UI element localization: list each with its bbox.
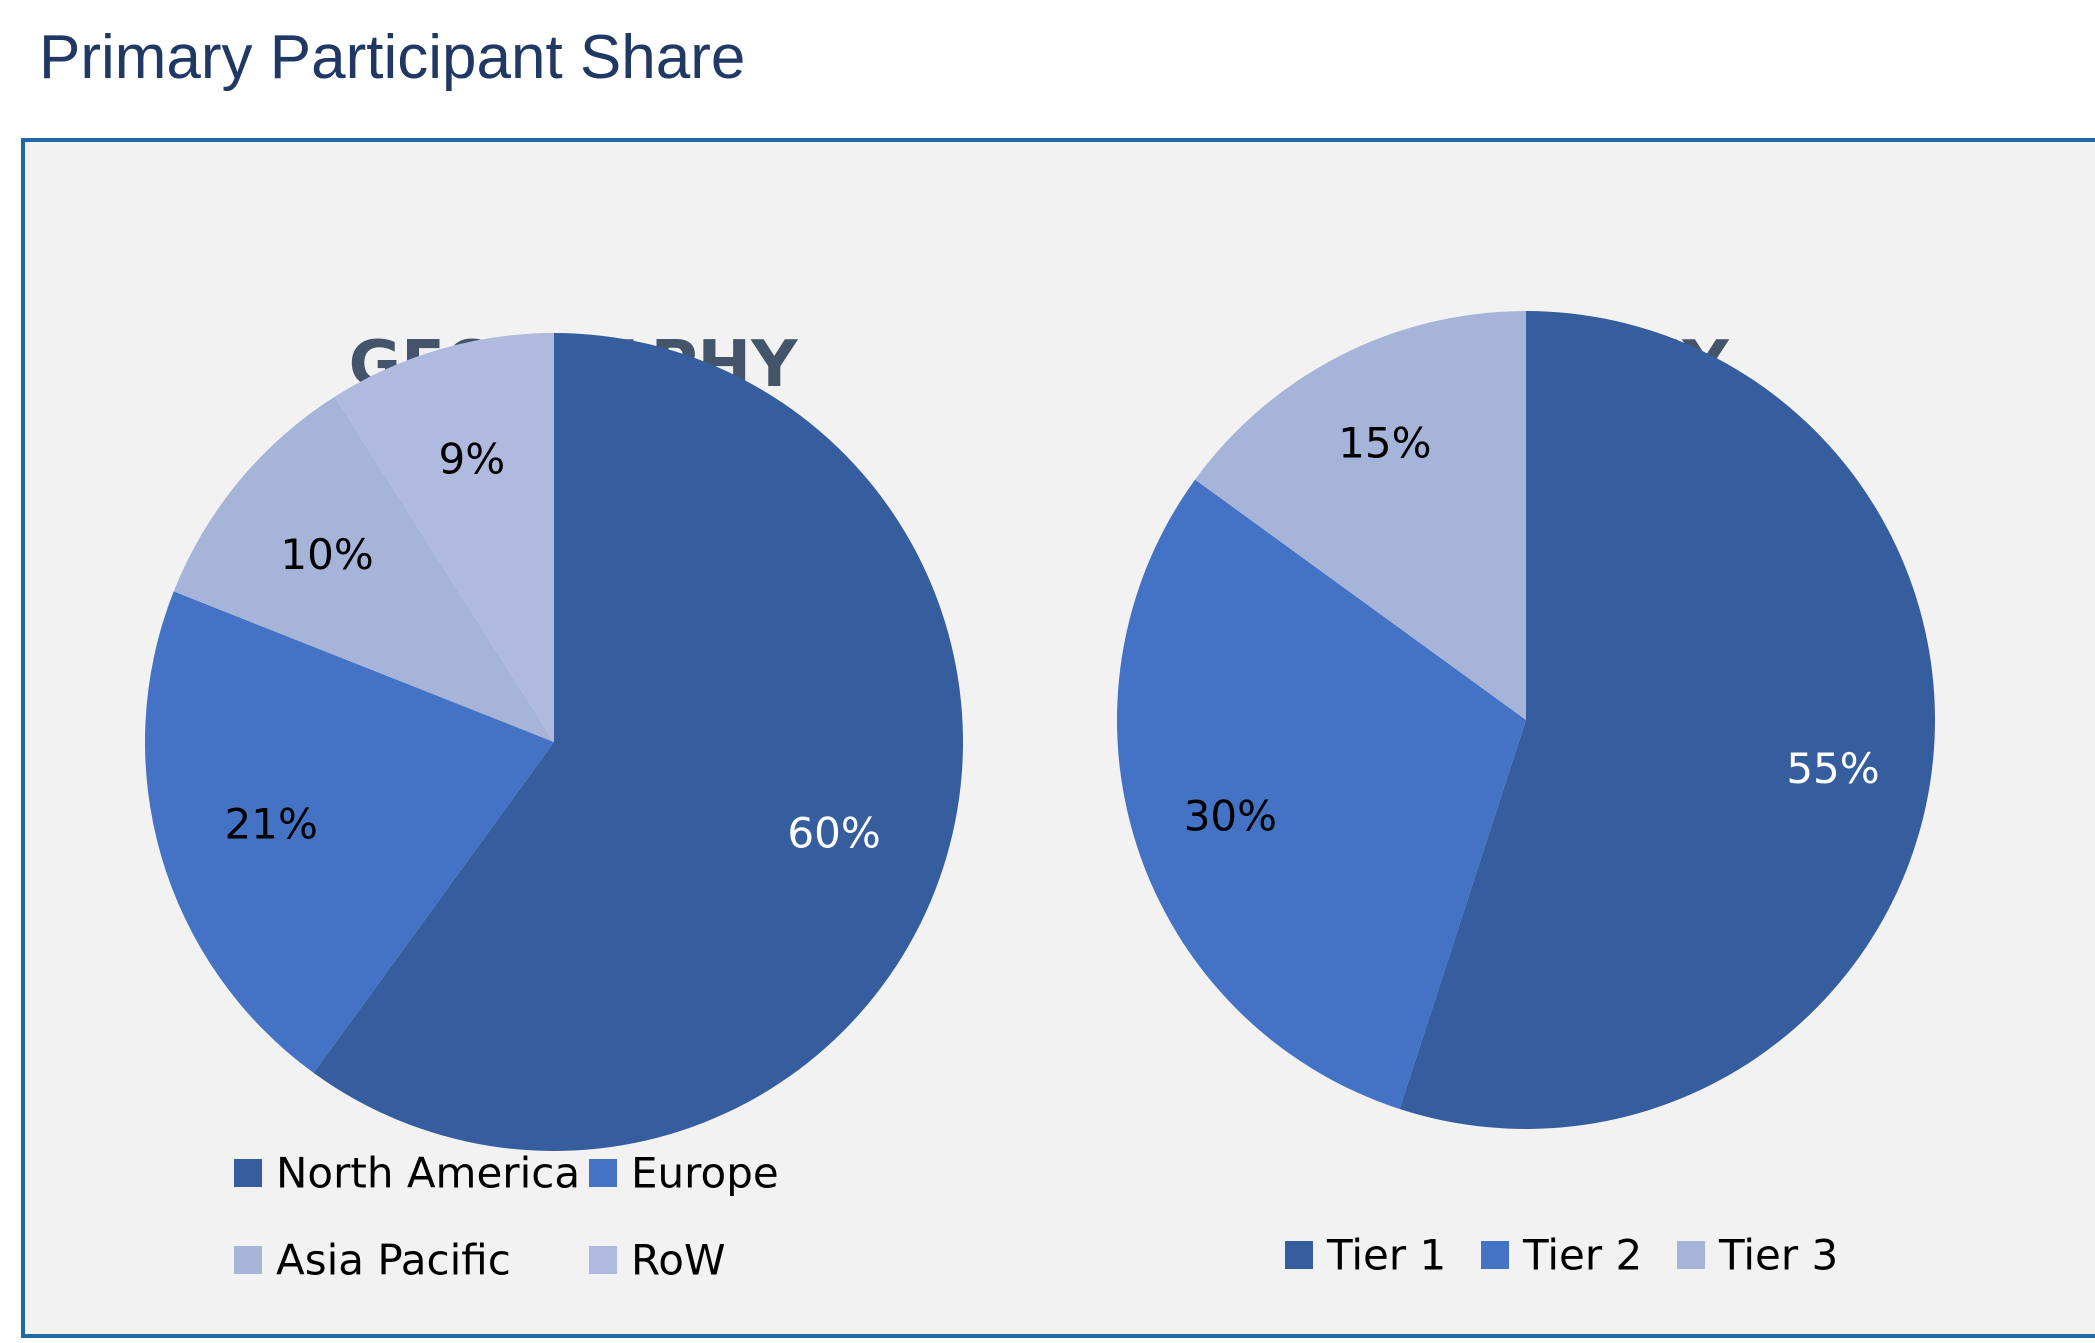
company-data-label-tier-1: 55%	[1786, 744, 1879, 793]
geography-legend-swatch-north-america	[234, 1159, 262, 1187]
geography-data-label-asia-pacific: 10%	[280, 530, 373, 579]
company-slice-tier-3	[1195, 311, 1526, 720]
company-legend-label-tier-1: Tier 1	[1326, 1231, 1446, 1280]
company-legend-swatch-tier-2	[1481, 1241, 1509, 1269]
geography-data-label-row: 9%	[439, 435, 506, 484]
company-legend-swatch-tier-3	[1677, 1241, 1705, 1269]
geography-slice-europe	[145, 591, 555, 1073]
geography-legend-swatch-europe	[589, 1159, 617, 1187]
page-title: Primary Participant Share	[39, 23, 746, 92]
company-slice-tier-1	[1399, 311, 1936, 1129]
charts-panel: GEOGRAPHY60%21%10%9%North AmericaEuropeA…	[21, 138, 2095, 1338]
company-legend-label-tier-2: Tier 2	[1522, 1231, 1642, 1280]
company-data-label-tier-3: 15%	[1338, 419, 1431, 468]
charts-svg: GEOGRAPHY60%21%10%9%North AmericaEuropeA…	[145, 311, 1936, 1285]
geography-data-label-europe: 21%	[225, 800, 318, 849]
geography-legend-label-asia-pacific: Asia Pacific	[276, 1236, 511, 1285]
geography-legend-swatch-row	[589, 1246, 617, 1274]
company-legend-label-tier-3: Tier 3	[1718, 1231, 1838, 1280]
geography-legend-swatch-asia-pacific	[234, 1246, 262, 1274]
geography-data-label-north-america: 60%	[787, 808, 880, 857]
company-data-label-tier-2: 30%	[1184, 792, 1277, 841]
geography-slice-asia-pacific	[173, 396, 554, 742]
geography-slice-row	[334, 333, 554, 742]
geography-legend-label-north-america: North America	[276, 1149, 580, 1198]
geography-legend-label-row: RoW	[631, 1236, 726, 1285]
geography-slice-north-america	[313, 333, 963, 1151]
geography-legend-label-europe: Europe	[631, 1149, 779, 1198]
company-legend-swatch-tier-1	[1285, 1241, 1313, 1269]
company-slice-tier-2	[1117, 479, 1526, 1109]
